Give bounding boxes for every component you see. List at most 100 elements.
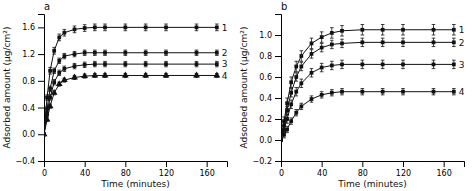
tick-mark: [166, 161, 167, 167]
tick-mark: [444, 161, 445, 167]
x-axis: 04080120160: [279, 161, 465, 178]
error-bar: [63, 53, 67, 58]
marker: [381, 90, 385, 94]
tick: 1.6: [22, 23, 44, 32]
tick-label: 1.6: [22, 23, 35, 32]
tick-label: 0.0: [22, 130, 35, 139]
tick-label: 1.2: [22, 50, 35, 59]
tick: 0.8: [22, 77, 44, 86]
x-axis-title: Time (minutes): [100, 179, 169, 189]
error-bar: [310, 38, 314, 49]
marker: [57, 36, 61, 40]
error-bar: [310, 50, 314, 58]
tick: 40: [80, 161, 90, 178]
error-bar: [310, 69, 314, 77]
tick-mark: [322, 161, 323, 167]
tick: 0.4: [259, 94, 281, 103]
marker: [432, 28, 436, 32]
marker: [299, 54, 303, 58]
marker: [360, 40, 364, 44]
error-bar: [281, 139, 283, 141]
error-bar: [281, 139, 283, 141]
marker: [48, 87, 52, 91]
tick-mark: [275, 77, 281, 78]
marker: [360, 63, 364, 67]
error-bar: [340, 60, 344, 68]
marker: [57, 59, 61, 63]
curve-label: 3: [222, 59, 228, 69]
error-bar: [401, 89, 405, 95]
marker: [213, 72, 220, 78]
error-bar: [294, 73, 298, 81]
marker: [452, 63, 456, 67]
marker: [195, 25, 199, 29]
marker: [93, 25, 97, 29]
series-line: [44, 27, 217, 134]
error-bar: [452, 89, 456, 95]
marker: [330, 31, 334, 35]
error-bar: [381, 60, 385, 68]
error-bar: [63, 66, 67, 71]
curve-label: 1: [222, 23, 228, 33]
error-bar: [57, 34, 61, 41]
error-bar: [381, 25, 385, 36]
marker: [360, 90, 364, 94]
tick: 160: [200, 161, 215, 178]
axis-line: [45, 162, 228, 168]
tick: −0.2: [253, 157, 281, 166]
error-bar: [48, 67, 52, 74]
error-bar: [215, 24, 219, 31]
error-bar: [48, 86, 52, 91]
error-bar: [52, 47, 56, 54]
error-bar: [294, 88, 298, 96]
marker: [91, 72, 98, 78]
panel: 04080120160−0.20.00.20.40.60.81.01234bTi…: [239, 1, 465, 189]
error-bar: [330, 90, 334, 96]
marker: [52, 49, 56, 53]
curve-label: 3: [459, 60, 465, 70]
marker: [61, 76, 68, 82]
marker: [215, 51, 219, 55]
tick-label: 40: [317, 169, 327, 178]
error-bar: [289, 118, 293, 124]
error-bar: [432, 60, 436, 68]
error-bar: [320, 63, 324, 71]
marker: [123, 25, 127, 29]
marker: [285, 128, 289, 132]
error-bar: [215, 50, 219, 55]
marker: [401, 90, 405, 94]
marker: [215, 25, 219, 29]
marker: [452, 90, 456, 94]
tick: 80: [121, 161, 131, 178]
tick-mark: [38, 54, 44, 55]
tick-label: 0.0: [259, 136, 272, 145]
error-bar: [83, 25, 87, 32]
x-axis: 04080120160: [42, 161, 228, 178]
error-bar: [300, 103, 304, 109]
tick-label: 0.2: [259, 115, 272, 124]
tick-label: 160: [200, 169, 215, 178]
marker: [52, 69, 56, 73]
error-bar: [300, 51, 304, 62]
tick-label: 0.8: [259, 52, 272, 61]
curve-label: 2: [222, 48, 228, 58]
error-bar: [73, 51, 77, 56]
chart-svg: 04080120160−0.40.00.40.81.21.61234aTime …: [0, 0, 474, 191]
marker: [299, 65, 303, 69]
error-bar: [124, 24, 128, 31]
error-bar: [381, 38, 385, 46]
error-bar: [83, 62, 87, 67]
error-bar: [285, 115, 289, 123]
tick-mark: [38, 134, 44, 135]
tick-label: 0: [42, 169, 47, 178]
marker: [73, 52, 77, 56]
error-bar: [401, 60, 405, 68]
error-bar: [361, 25, 365, 36]
error-bar: [294, 61, 298, 72]
error-bar: [48, 95, 52, 100]
marker: [81, 72, 88, 78]
marker: [330, 43, 334, 47]
marker: [48, 96, 52, 100]
curve-labels: 1234: [222, 23, 228, 81]
marker: [164, 51, 168, 55]
